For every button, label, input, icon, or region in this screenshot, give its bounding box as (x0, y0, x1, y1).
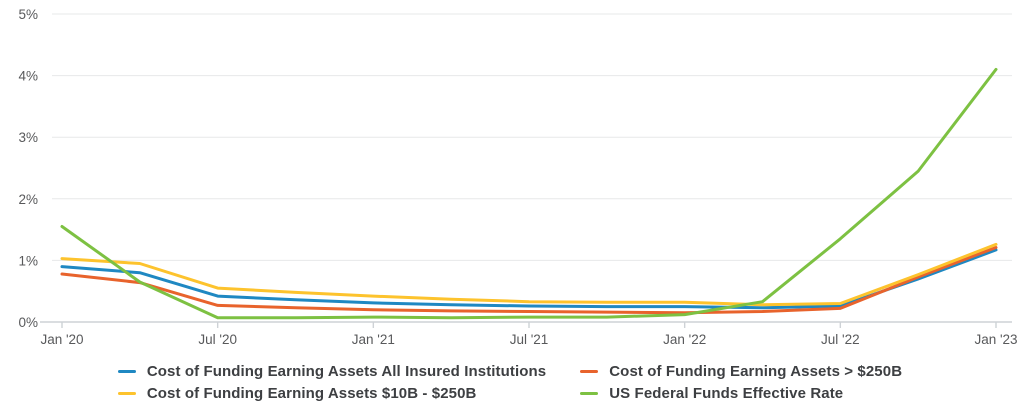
legend-label: Cost of Funding Earning Assets > $250B (609, 363, 903, 380)
chart-legend: Cost of Funding Earning Assets All Insur… (0, 363, 1020, 402)
x-axis-label: Jul '20 (198, 332, 237, 347)
x-axis-label: Jul '21 (510, 332, 549, 347)
line-chart: 0% 1% 2% 3% 4% 5% Jan '20 Jul '20 Jan '21 Jul '21… (18, 7, 1017, 347)
y-axis-label: 1% (18, 253, 38, 268)
legend-item-us-federal-funds-effective-rate[interactable]: US Federal Funds Effective Rate (580, 385, 902, 402)
y-axis-label: 0% (18, 315, 38, 330)
legend-label: US Federal Funds Effective Rate (609, 385, 844, 402)
y-axis-label: 5% (18, 7, 38, 22)
y-axis-label: 2% (18, 192, 38, 207)
legend-dash-icon (580, 391, 599, 396)
legend-item-cost-of-funding-earning-assets-250b[interactable]: Cost of Funding Earning Assets > $250B (580, 363, 902, 380)
x-axis-label: Jul '22 (821, 332, 860, 347)
series-line-us-federal-funds-effective-rate[interactable] (60, 67, 998, 320)
series-line-cost-of-funding-earning-assets-250b[interactable] (60, 246, 998, 315)
y-axis-label: 3% (18, 130, 38, 145)
legend-item-cost-of-funding-earning-assets-all-insured-institutions[interactable]: Cost of Funding Earning Assets All Insur… (117, 363, 547, 380)
x-axis-label: Jan '21 (352, 332, 395, 347)
legend-dash-icon (117, 369, 136, 374)
x-axis-label: Jan '22 (663, 332, 706, 347)
legend-dash-icon (117, 391, 136, 396)
legend-label: Cost of Funding Earning Assets All Insur… (146, 363, 547, 380)
x-axis-label: Jan '23 (974, 332, 1017, 347)
series-line-cost-of-funding-earning-assets-all-insured-institutions[interactable] (60, 248, 998, 310)
legend-dash-icon (580, 369, 599, 374)
y-axis-label: 4% (18, 69, 38, 84)
legend-label: Cost of Funding Earning Assets $10B - $2… (146, 385, 477, 402)
x-axis-label: Jan '20 (40, 332, 83, 347)
series-line-cost-of-funding-earning-assets-10b-250b[interactable] (60, 242, 998, 307)
legend-item-cost-of-funding-earning-assets-10b-250b[interactable]: Cost of Funding Earning Assets $10B - $2… (117, 385, 546, 402)
